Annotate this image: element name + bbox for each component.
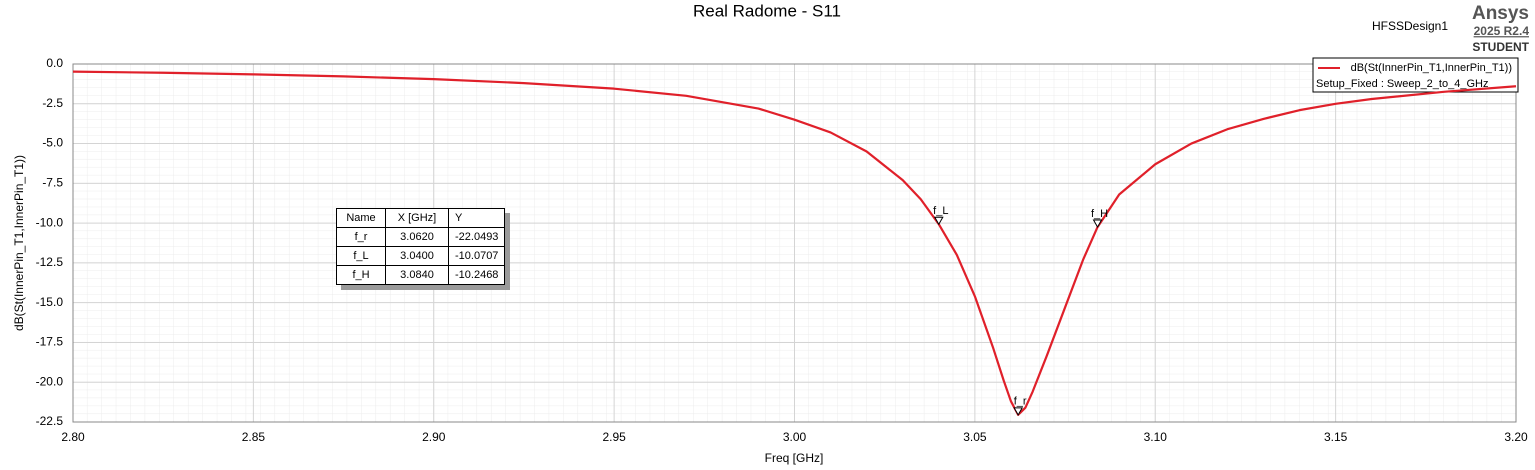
x-tick-label: 3.15 [1324, 430, 1348, 444]
marker [1013, 407, 1024, 416]
series-line [72, 70, 1517, 416]
y-tick-label: -17.5 [36, 335, 64, 349]
table-cell: 3.0620 [385, 227, 449, 247]
legend-subtitle: Setup_Fixed : Sweep_2_to_4_GHz [1316, 78, 1488, 90]
y-tick-label: -22.5 [36, 414, 64, 428]
table-row: f_r 3.0620 -22.0493 [336, 227, 506, 247]
table-cell: Y [447, 208, 506, 228]
table-row: f_H 3.0840 -10.2468 [336, 265, 506, 285]
table-cell: 3.0840 [385, 265, 449, 285]
table-cell: X [GHz] [385, 208, 449, 228]
y-tick-label: -5.0 [42, 136, 63, 150]
marker [1092, 219, 1103, 229]
marker-label: f_L [933, 205, 948, 217]
y-tick-label: -12.5 [36, 255, 64, 269]
table-cell: Name [336, 208, 386, 228]
table-cell: f_H [336, 265, 386, 285]
y-tick-label: -20.0 [36, 374, 64, 388]
y-tick-label: -10.0 [36, 215, 64, 229]
version: 2025 R2.4 [1474, 24, 1530, 38]
x-tick-label: 2.80 [61, 430, 85, 444]
table-cell: f_L [336, 246, 386, 266]
table-cell: -10.2468 [447, 265, 506, 285]
design-name: HFSSDesign1 [1372, 19, 1448, 33]
marker [933, 216, 944, 226]
table-cell: -22.0493 [447, 227, 506, 247]
x-tick-label: 2.90 [422, 430, 446, 444]
chart-title: Real Radome - S11 [693, 1, 841, 20]
x-axis-label: Freq [GHz] [765, 451, 824, 465]
edition: STUDENT [1472, 40, 1529, 54]
legend-label: dB(St(InnerPin_T1,InnerPin_T1)) [1351, 62, 1512, 74]
x-tick-label: 3.20 [1504, 430, 1528, 444]
marker-label: f_H [1091, 208, 1108, 220]
y-tick-label: -7.5 [42, 176, 63, 190]
x-tick-label: 2.85 [242, 430, 266, 444]
y-tick-label: -2.5 [42, 96, 63, 110]
table-cell: -10.0707 [447, 246, 506, 266]
legend-box [1312, 57, 1519, 93]
x-tick-label: 3.05 [963, 430, 987, 444]
plot-frame [72, 63, 1517, 423]
brand: Ansys [1472, 3, 1529, 24]
marker-label: f_r [1014, 396, 1027, 408]
y-tick-label: 0.0 [46, 56, 63, 70]
x-tick-label: 3.10 [1144, 430, 1168, 444]
table-row: f_L 3.0400 -10.0707 [336, 246, 506, 266]
table-header: Name X [GHz] Y [336, 208, 506, 228]
table-cell: f_r [336, 227, 386, 247]
y-tick-label: -15.0 [36, 295, 64, 309]
legend: dB(St(InnerPin_T1,InnerPin_T1)) Setup_Fix… [1312, 57, 1519, 93]
x-tick-label: 2.95 [602, 430, 626, 444]
x-tick-label: 3.00 [783, 430, 807, 444]
table-cell: 3.0400 [385, 246, 449, 266]
y-axis-label: dB(St(InnerPin_T1,InnerPin_T1)) [12, 155, 26, 331]
